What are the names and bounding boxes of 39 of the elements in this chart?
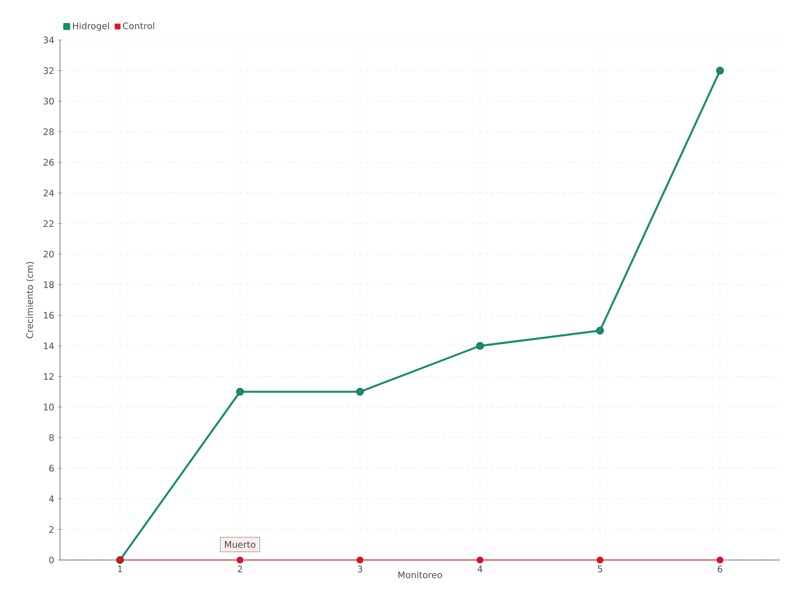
point: [236, 556, 244, 564]
y-tick-label: 26: [44, 158, 54, 166]
x-tick-label: 1: [118, 566, 122, 572]
legend-label: Hidrogel: [73, 22, 109, 31]
x-tick-label: 5: [598, 566, 602, 572]
y-tick-label: 0: [49, 556, 54, 564]
y-tick-label: 20: [44, 250, 54, 258]
y-tick-label: 34: [44, 36, 54, 44]
y-tick-label: 28: [44, 128, 54, 136]
annotation: Muerto: [225, 541, 256, 548]
x-tick-label: 2: [238, 566, 242, 572]
x-tick-label: 3: [358, 566, 362, 572]
y-tick-label: 24: [44, 190, 54, 196]
point: [596, 326, 604, 334]
x-tick-label: 6: [718, 566, 722, 572]
point: [596, 556, 604, 564]
y-tick-label: 14: [44, 342, 54, 350]
y-axis-title: Crecimiento (cm): [26, 262, 34, 338]
y-tick-label: 16: [44, 312, 54, 319]
point: [356, 388, 364, 396]
point: [236, 388, 244, 396]
point: [716, 66, 724, 74]
y-tick-label: 18: [44, 281, 54, 288]
y-tick-label: 12: [44, 373, 54, 380]
y-tick-label: 4: [49, 496, 54, 502]
y-tick-label: 2: [49, 526, 54, 533]
point: [356, 556, 364, 564]
y-tick-label: 8: [49, 434, 54, 442]
point: [476, 556, 484, 564]
y-tick-label: 30: [44, 98, 54, 105]
point: [716, 556, 724, 564]
y-tick-label: 6: [49, 464, 54, 472]
y-tick-label: 22: [44, 220, 54, 227]
y-tick-label: 10: [44, 404, 54, 410]
legend-label: Control: [123, 22, 154, 30]
point: [476, 342, 484, 350]
x-tick-label: 4: [478, 566, 482, 572]
y-tick-label: 32: [44, 67, 54, 74]
x-axis-title: Monitoreo: [398, 571, 442, 578]
